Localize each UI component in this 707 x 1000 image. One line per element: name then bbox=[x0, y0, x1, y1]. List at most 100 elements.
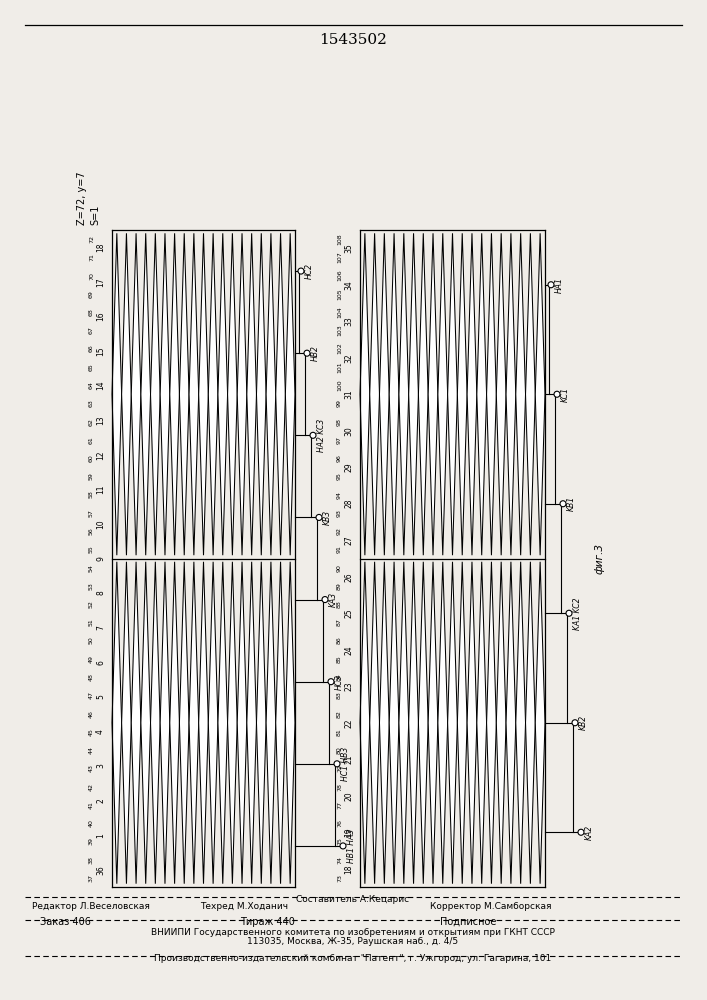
Polygon shape bbox=[380, 233, 390, 555]
Text: Заказ 406: Заказ 406 bbox=[40, 917, 91, 927]
Text: 26: 26 bbox=[344, 572, 353, 582]
Text: Подписное: Подписное bbox=[440, 917, 496, 927]
Text: 41: 41 bbox=[89, 801, 94, 809]
Text: HC2: HC2 bbox=[305, 263, 314, 279]
Text: 34: 34 bbox=[344, 280, 353, 290]
Polygon shape bbox=[370, 562, 380, 884]
Text: 99: 99 bbox=[337, 399, 342, 407]
Polygon shape bbox=[170, 233, 180, 555]
Polygon shape bbox=[199, 562, 209, 884]
Text: 84: 84 bbox=[337, 673, 342, 681]
Text: 5: 5 bbox=[96, 694, 105, 699]
Polygon shape bbox=[457, 233, 467, 555]
Circle shape bbox=[328, 679, 334, 685]
Polygon shape bbox=[209, 233, 218, 555]
Text: 28: 28 bbox=[344, 499, 353, 508]
Text: 10: 10 bbox=[96, 519, 105, 529]
Polygon shape bbox=[286, 562, 295, 884]
Polygon shape bbox=[160, 233, 170, 555]
Polygon shape bbox=[151, 562, 160, 884]
Text: 18: 18 bbox=[344, 864, 353, 874]
Polygon shape bbox=[419, 233, 428, 555]
Text: 40: 40 bbox=[89, 819, 94, 827]
Polygon shape bbox=[399, 562, 409, 884]
Polygon shape bbox=[122, 233, 132, 555]
Polygon shape bbox=[438, 562, 448, 884]
Text: KB2: KB2 bbox=[579, 715, 588, 730]
Text: KB1: KB1 bbox=[567, 496, 576, 511]
Text: 33: 33 bbox=[344, 316, 353, 326]
Polygon shape bbox=[141, 233, 151, 555]
Polygon shape bbox=[247, 233, 257, 555]
Circle shape bbox=[578, 829, 584, 835]
Polygon shape bbox=[132, 562, 141, 884]
Text: 20: 20 bbox=[344, 791, 353, 801]
Polygon shape bbox=[496, 562, 506, 884]
Polygon shape bbox=[428, 233, 438, 555]
Polygon shape bbox=[112, 562, 122, 884]
Text: 38: 38 bbox=[89, 856, 94, 864]
Text: 69: 69 bbox=[89, 290, 94, 298]
Text: 108: 108 bbox=[337, 233, 342, 245]
Text: 88: 88 bbox=[337, 600, 342, 608]
Text: 45: 45 bbox=[89, 728, 94, 736]
Text: 19: 19 bbox=[344, 827, 353, 837]
Text: 78: 78 bbox=[337, 783, 342, 791]
Circle shape bbox=[304, 350, 310, 356]
Text: 9: 9 bbox=[96, 556, 105, 561]
Polygon shape bbox=[399, 233, 409, 555]
Text: KA2: KA2 bbox=[585, 825, 594, 840]
Text: 46: 46 bbox=[89, 710, 94, 718]
Polygon shape bbox=[228, 233, 238, 555]
Text: 17: 17 bbox=[96, 277, 105, 287]
Text: 63: 63 bbox=[89, 399, 94, 407]
Text: ВНИИПИ Государственного комитета по изобретениям и открытиям при ГКНТ СССР: ВНИИПИ Государственного комитета по изоб… bbox=[151, 928, 555, 937]
Text: 47: 47 bbox=[89, 691, 94, 699]
Text: 95: 95 bbox=[337, 472, 342, 480]
Polygon shape bbox=[228, 562, 238, 884]
Text: 2: 2 bbox=[96, 798, 105, 803]
Text: 49: 49 bbox=[89, 655, 94, 663]
Polygon shape bbox=[409, 233, 419, 555]
Text: Z=72, y=7: Z=72, y=7 bbox=[77, 171, 87, 225]
Text: 87: 87 bbox=[337, 618, 342, 626]
Polygon shape bbox=[438, 233, 448, 555]
Polygon shape bbox=[535, 233, 545, 555]
Polygon shape bbox=[199, 233, 209, 555]
Text: HA1: HA1 bbox=[555, 277, 564, 293]
Text: 31: 31 bbox=[344, 389, 353, 399]
Text: Составитель А.Кецарис: Составитель А.Кецарис bbox=[296, 895, 409, 904]
Polygon shape bbox=[180, 233, 189, 555]
Circle shape bbox=[340, 843, 346, 849]
Text: 35: 35 bbox=[344, 243, 353, 253]
Text: 81: 81 bbox=[337, 728, 342, 736]
Text: 85: 85 bbox=[337, 655, 342, 663]
Text: 32: 32 bbox=[344, 353, 353, 363]
Text: 75: 75 bbox=[337, 837, 342, 845]
Text: 105: 105 bbox=[337, 288, 342, 300]
Polygon shape bbox=[286, 233, 295, 555]
Polygon shape bbox=[276, 562, 286, 884]
Text: фиг.3: фиг.3 bbox=[595, 543, 605, 574]
Polygon shape bbox=[238, 562, 247, 884]
Polygon shape bbox=[247, 562, 257, 884]
Text: 62: 62 bbox=[89, 418, 94, 426]
Text: 90: 90 bbox=[337, 564, 342, 572]
Text: 91: 91 bbox=[337, 545, 342, 553]
Text: 66: 66 bbox=[89, 345, 94, 353]
Polygon shape bbox=[448, 233, 457, 555]
Circle shape bbox=[334, 761, 340, 767]
Text: 6: 6 bbox=[96, 660, 105, 665]
Circle shape bbox=[548, 282, 554, 288]
Polygon shape bbox=[467, 562, 477, 884]
Text: 30: 30 bbox=[344, 426, 353, 436]
Polygon shape bbox=[486, 233, 496, 555]
Polygon shape bbox=[506, 233, 516, 555]
Text: HB1 HA3: HB1 HA3 bbox=[347, 829, 356, 863]
Text: 79: 79 bbox=[337, 764, 342, 772]
Circle shape bbox=[560, 501, 566, 507]
Text: 92: 92 bbox=[337, 527, 342, 535]
Text: 4: 4 bbox=[96, 729, 105, 734]
Polygon shape bbox=[266, 562, 276, 884]
Polygon shape bbox=[477, 562, 486, 884]
